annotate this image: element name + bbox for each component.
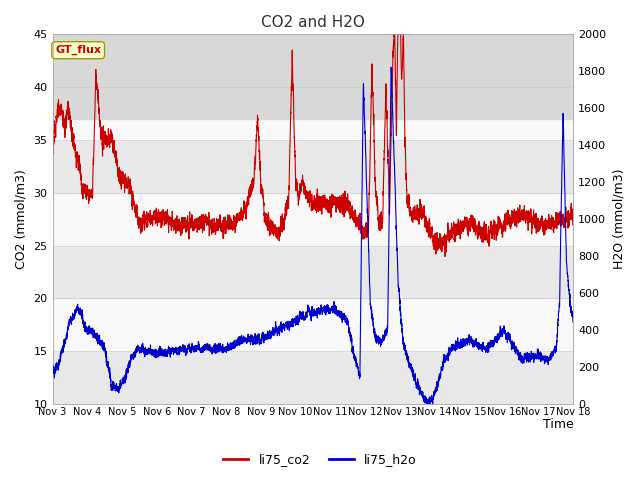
Text: GT_flux: GT_flux <box>55 45 101 55</box>
li75_h2o <box>570 317 577 323</box>
li75_h2o <box>387 64 395 70</box>
Y-axis label: H2O (mmol/m3): H2O (mmol/m3) <box>612 169 625 269</box>
Line: li75_co2: li75_co2 <box>52 34 573 256</box>
Legend: li75_co2, li75_h2o: li75_co2, li75_h2o <box>218 448 422 471</box>
Y-axis label: CO2 (mmol/m3): CO2 (mmol/m3) <box>15 169 28 269</box>
Bar <box>52 192 573 246</box>
li75_co2 <box>49 146 56 152</box>
li75_co2 <box>441 253 449 259</box>
li75_h2o <box>143 350 151 356</box>
li75_co2 <box>248 183 255 189</box>
li75_h2o <box>423 401 431 407</box>
li75_co2 <box>387 129 395 135</box>
Bar <box>52 140 573 192</box>
li75_h2o <box>388 71 396 76</box>
li75_h2o <box>477 345 485 350</box>
li75_co2 <box>143 220 151 226</box>
X-axis label: Time: Time <box>543 419 573 432</box>
Bar <box>52 351 573 404</box>
Bar <box>52 299 573 351</box>
Bar <box>52 87 573 140</box>
li75_co2 <box>570 212 577 218</box>
li75_co2 <box>438 241 445 247</box>
li75_co2 <box>477 236 485 242</box>
li75_h2o <box>49 362 56 368</box>
Bar <box>52 34 573 87</box>
li75_h2o <box>361 129 369 135</box>
li75_h2o <box>248 333 255 339</box>
Title: CO2 and H2O: CO2 and H2O <box>261 15 365 30</box>
li75_co2 <box>361 233 369 239</box>
Bar <box>52 246 573 299</box>
li75_h2o <box>438 366 445 372</box>
Bar <box>52 34 573 119</box>
li75_co2 <box>390 31 398 37</box>
Line: li75_h2o: li75_h2o <box>52 67 573 404</box>
